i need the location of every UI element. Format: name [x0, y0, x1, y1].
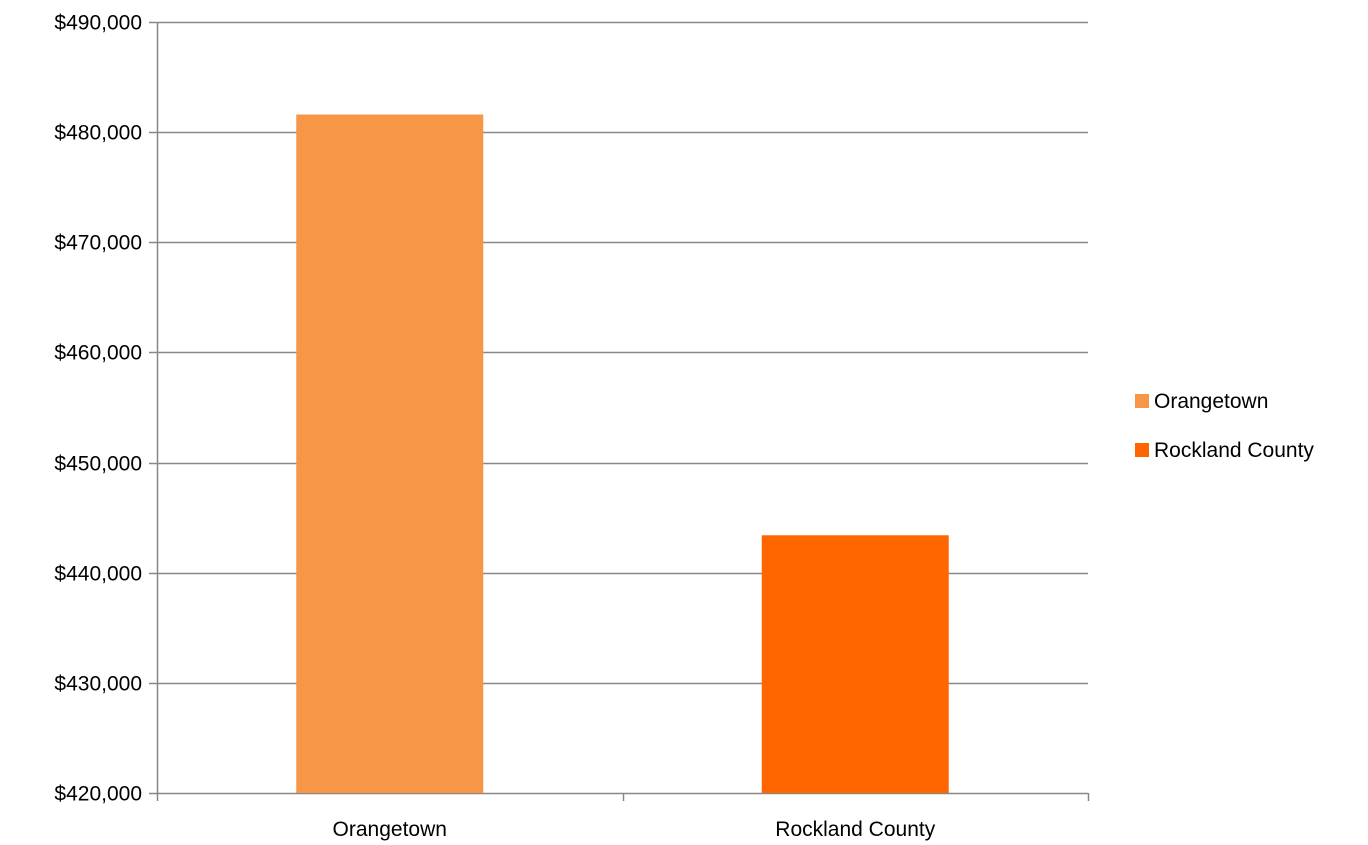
bar: [761, 535, 949, 793]
bar: [296, 114, 484, 793]
y-tick-label: $470,000: [54, 232, 142, 255]
x-tick-label: Orangetown: [333, 818, 447, 841]
y-tick-label: $480,000: [54, 122, 142, 145]
y-tick-label: $450,000: [54, 453, 142, 476]
bars: [296, 114, 949, 793]
y-tick-label: $440,000: [54, 563, 142, 586]
y-tick-label: $490,000: [54, 12, 142, 35]
axis-labels: $420,000 $430,000 $440,000 $450,000 $460,000…: [54, 12, 935, 842]
axes: [149, 21, 1090, 801]
legend: Orangetown Rockland County: [1135, 390, 1314, 462]
y-tick-label: $430,000: [54, 673, 142, 696]
y-tick-label: $420,000: [54, 783, 142, 806]
legend-label: Rockland County: [1154, 439, 1314, 462]
x-tick-label: Rockland County: [775, 818, 935, 841]
y-tick-label: $460,000: [54, 342, 142, 365]
legend-swatch: [1135, 443, 1149, 457]
legend-label: Orangetown: [1154, 390, 1268, 413]
legend-swatch: [1135, 394, 1149, 408]
